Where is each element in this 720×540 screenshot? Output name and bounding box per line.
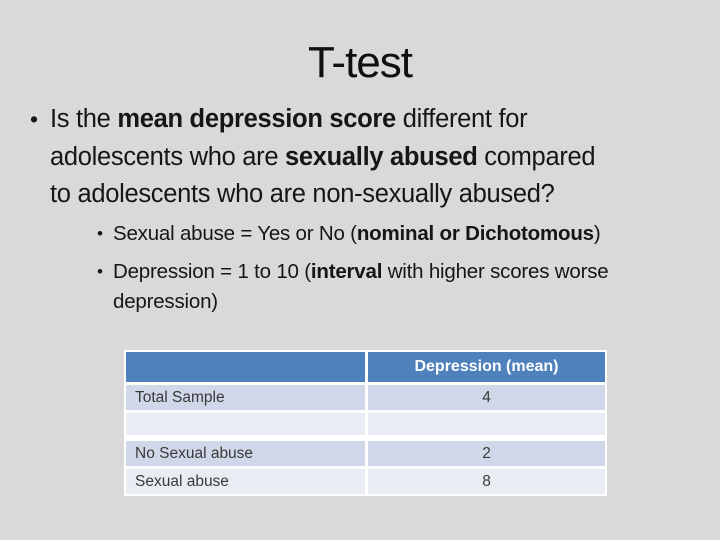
sub-bullet-text: Depression = 1 to 10 (interval with high… (113, 257, 702, 318)
row-value: 2 (368, 441, 605, 466)
row-label: Sexual abuse (126, 469, 365, 494)
sub-bullet-line: Depression = 1 to 10 (interval with high… (113, 259, 609, 283)
row-label (126, 413, 365, 435)
page-title: T-test (307, 38, 413, 87)
sub-bullet-sexual-abuse: • Sexual abuse = Yes or No (nominal or D… (97, 219, 702, 250)
main-question-bullet: • Is the mean depression score different… (30, 101, 698, 214)
sub-bullet-depression: • Depression = 1 to 10 (interval with hi… (97, 257, 702, 318)
bullet-icon: • (97, 224, 103, 243)
results-table: Depression (mean) Total Sample 4 No Sexu… (124, 350, 607, 496)
table-row-no-sexual-abuse: No Sexual abuse 2 (126, 441, 605, 466)
table-row-total-sample: Total Sample 4 (126, 385, 605, 410)
main-question-line: adolescents who are sexually abused comp… (50, 142, 596, 171)
row-value: 4 (368, 385, 605, 410)
sub-bullet-line: depression) (113, 290, 218, 313)
main-question-line: to adolescents who are non-sexually abus… (50, 180, 555, 208)
table-header-depression-mean: Depression (mean) (368, 352, 605, 382)
table-row-empty (126, 413, 605, 435)
bullet-icon: • (30, 106, 38, 132)
bullet-icon: • (97, 261, 103, 281)
sub-bullet-list: • Sexual abuse = Yes or No (nominal or D… (97, 219, 702, 318)
table-row-sexual-abuse: Sexual abuse 8 (126, 469, 605, 494)
main-question-line: Is the mean depression score different f… (50, 105, 528, 133)
row-label: Total Sample (126, 385, 365, 410)
sub-bullet-text: Sexual abuse = Yes or No (nominal or Dic… (113, 219, 702, 250)
row-label: No Sexual abuse (126, 441, 365, 466)
row-value: 8 (368, 469, 605, 494)
sub-bullet-line: Sexual abuse = Yes or No (nominal or Dic… (113, 222, 601, 245)
row-value (368, 413, 605, 435)
table-header-row: Depression (mean) (126, 352, 605, 382)
main-question-text: Is the mean depression score different f… (50, 101, 698, 214)
table-header-spacer-cell (126, 352, 365, 382)
